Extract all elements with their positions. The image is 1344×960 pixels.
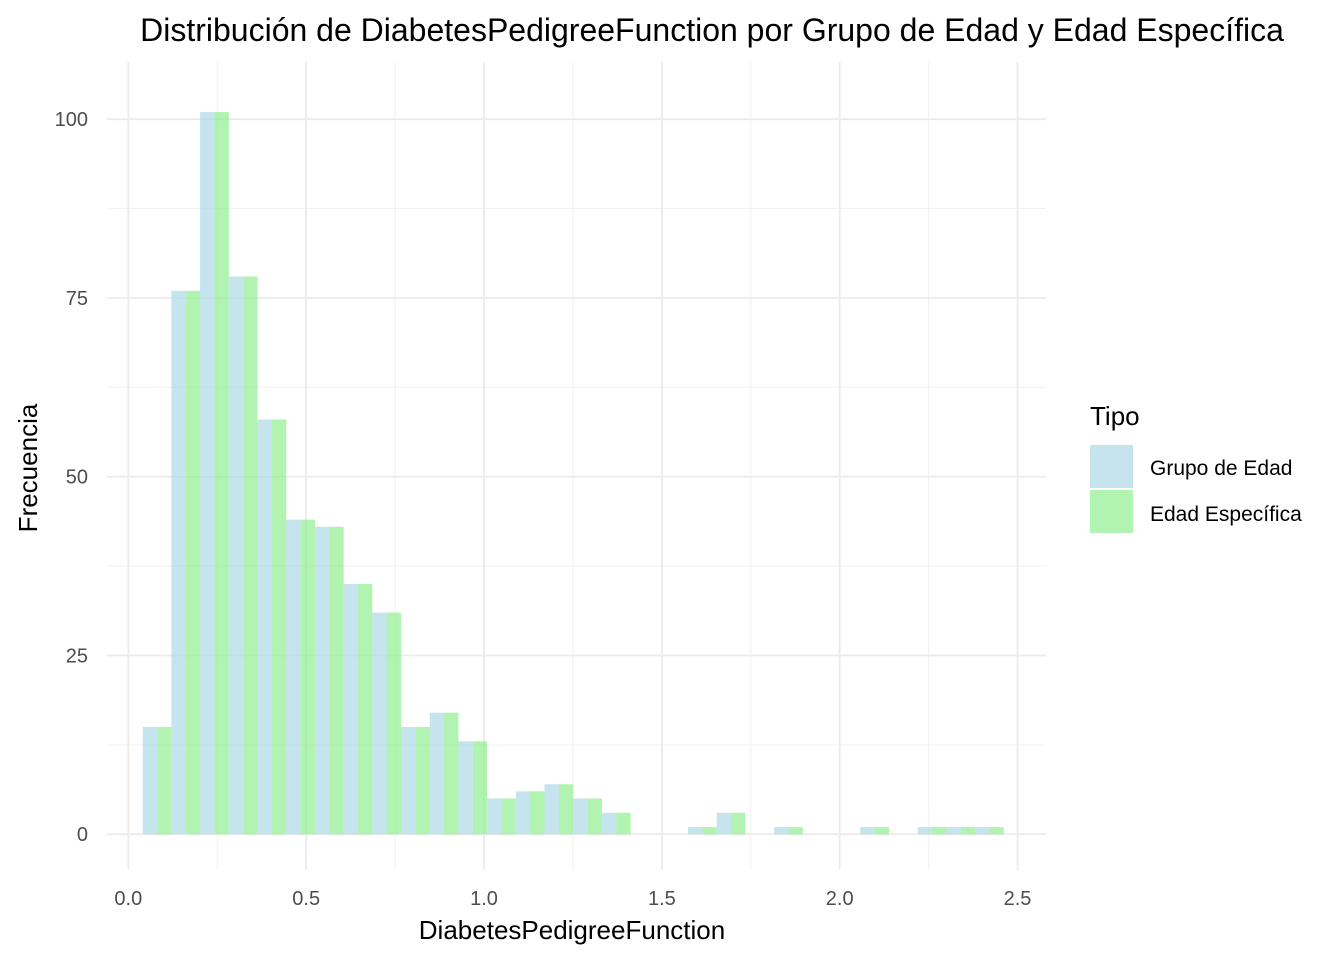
bar-grupo-de-edad	[257, 419, 272, 835]
x-axis-label: DiabetesPedigreeFunction	[419, 915, 725, 945]
legend: Tipo Grupo de Edad Edad Específica	[1090, 401, 1302, 533]
bar-grupo-de-edad	[860, 827, 875, 835]
bar-edad-especifica	[960, 827, 976, 835]
bar-grupo-de-edad	[314, 526, 330, 835]
bar-edad-especifica	[932, 827, 947, 835]
bar-grupo-de-edad	[200, 112, 215, 835]
x-tick-label: 2.0	[826, 888, 854, 910]
legend-key-edad-especifica	[1090, 490, 1133, 533]
bar-grupo-de-edad	[774, 827, 789, 835]
bar-edad-especifica	[300, 519, 315, 835]
bar-grupo-de-edad	[372, 612, 387, 835]
bar-grupo-de-edad	[975, 827, 990, 835]
bar-grupo-de-edad	[401, 726, 416, 835]
legend-label-grupo-de-edad: Grupo de Edad	[1150, 457, 1292, 480]
bar-edad-especifica	[185, 290, 201, 835]
bar-grupo-de-edad	[228, 276, 244, 835]
x-tick-label: 0.0	[114, 888, 142, 910]
bar-edad-especifica	[386, 612, 402, 835]
bar-grupo-de-edad	[286, 519, 301, 835]
bar-edad-especifica	[530, 791, 545, 835]
bar-edad-especifica	[329, 526, 344, 835]
bar-edad-especifica	[271, 419, 287, 835]
chart-title: Distribución de DiabetesPedigreeFunction…	[140, 12, 1284, 48]
y-axis-ticks: 0 25 50 75 100	[55, 109, 88, 846]
bar-grupo-de-edad	[142, 726, 158, 835]
legend-title: Tipo	[1090, 401, 1140, 431]
bar-grupo-de-edad	[487, 798, 502, 835]
bar-edad-especifica	[472, 741, 488, 835]
bar-edad-especifica	[558, 784, 574, 835]
y-tick-label: 100	[55, 109, 88, 131]
bar-grupo-de-edad	[917, 827, 933, 835]
bar-edad-especifica	[587, 798, 602, 835]
bar-grupo-de-edad	[716, 812, 732, 835]
x-tick-label: 1.5	[648, 888, 676, 910]
y-axis-label: Frecuencia	[13, 403, 43, 532]
bar-edad-especifica	[415, 726, 430, 835]
legend-key-grupo-de-edad	[1090, 445, 1133, 488]
bar-edad-especifica	[731, 812, 746, 835]
bar-grupo-de-edad	[171, 290, 186, 835]
bar-grupo-de-edad	[688, 827, 703, 835]
bar-edad-especifica	[874, 827, 889, 835]
y-tick-label: 0	[77, 824, 88, 846]
bar-edad-especifica	[444, 712, 459, 835]
bar-grupo-de-edad	[573, 798, 588, 835]
bar-edad-especifica	[501, 798, 516, 835]
bar-grupo-de-edad	[544, 784, 559, 835]
y-tick-label: 25	[66, 645, 88, 667]
x-tick-label: 0.5	[292, 888, 320, 910]
bar-edad-especifica	[616, 812, 631, 835]
bar-grupo-de-edad	[458, 741, 473, 835]
bar-grupo-de-edad	[515, 791, 531, 835]
bar-grupo-de-edad	[343, 583, 358, 835]
bar-edad-especifica	[357, 583, 373, 835]
legend-label-edad-especifica: Edad Específica	[1150, 503, 1302, 526]
bars	[142, 112, 1004, 835]
bar-edad-especifica	[788, 827, 803, 835]
bar-grupo-de-edad	[429, 712, 445, 835]
x-tick-label: 1.0	[470, 888, 498, 910]
bar-edad-especifica	[989, 827, 1004, 835]
bar-grupo-de-edad	[946, 827, 961, 835]
x-axis-ticks: 0.0 0.5 1.0 1.5 2.0 2.5	[114, 888, 1031, 910]
bar-grupo-de-edad	[601, 812, 617, 835]
bar-edad-especifica	[243, 276, 258, 835]
y-tick-label: 75	[66, 288, 88, 310]
bar-edad-especifica	[702, 827, 717, 835]
y-tick-label: 50	[66, 467, 88, 489]
bar-edad-especifica	[214, 112, 229, 835]
x-tick-label: 2.5	[1004, 888, 1032, 910]
bar-edad-especifica	[157, 726, 172, 835]
